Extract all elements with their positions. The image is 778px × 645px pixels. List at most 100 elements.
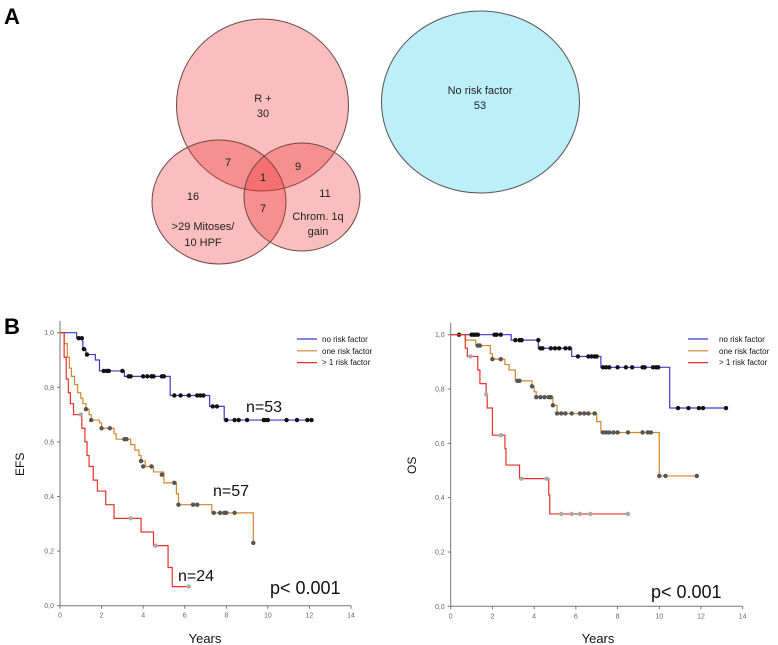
os-x-tick-label: 12 [697, 613, 705, 620]
efs-censor-mark [84, 352, 90, 357]
os-p-value: p< 0.001 [651, 582, 722, 602]
efs-censor-mark [236, 417, 241, 423]
os-censor-mark [694, 473, 700, 479]
efs-x-tick-label: 8 [224, 613, 228, 620]
os-censor-mark [534, 394, 539, 400]
efs-censor-mark [107, 426, 113, 431]
os-censor-mark [556, 346, 562, 351]
efs-censor-mark [178, 393, 183, 398]
os-censor-mark [529, 384, 535, 389]
os-x-tick-label: 8 [616, 613, 620, 620]
efs-x-label: Years [189, 631, 222, 645]
venn-chrom-count: 11 [319, 188, 330, 200]
panel-label-a: A [4, 4, 20, 29]
efs-n-label-multi-risk: n=24 [178, 568, 214, 585]
venn-mitoses-label-1: >29 Mitoses/ [172, 221, 236, 233]
os-censor-mark [577, 511, 583, 517]
os-censor-mark [581, 411, 587, 416]
os-censor-mark [513, 337, 518, 343]
efs-censor-mark [198, 393, 203, 398]
efs-censor-mark [211, 510, 217, 516]
venn-chrom-label-2: gain [308, 226, 329, 238]
os-censor-mark [550, 403, 556, 408]
os-plot: 0 2 4 6 8 10 12 14 0,0 0,2 0,4 0,6 0,8 1,0 OS Years p… [405, 322, 770, 645]
os-y-tick-label: 1,0 [435, 332, 445, 339]
os-censor-mark [615, 365, 620, 370]
efs-x-tick-label: 6 [183, 613, 187, 620]
os-censor-mark [656, 365, 661, 370]
os-x-tick-label: 0 [449, 613, 453, 620]
efs-censor-mark [217, 510, 223, 516]
os-censor-mark [540, 346, 545, 351]
os-censor-mark [607, 365, 612, 370]
efs-censor-mark [224, 417, 229, 423]
efs-legend: no risk factor one risk factor > 1 risk … [322, 335, 373, 367]
os-censor-mark [559, 511, 564, 517]
os-censor-mark [650, 365, 656, 370]
os-censor-mark [603, 365, 609, 370]
os-censor-mark [623, 365, 629, 370]
efs-censor-mark [138, 458, 144, 464]
os-censor-mark [567, 346, 572, 351]
os-censor-mark [607, 430, 612, 435]
os-censor-mark [625, 430, 631, 435]
efs-legend-multi-risk: > 1 risk factor [322, 358, 371, 367]
venn-r-mitoses-count: 7 [225, 157, 231, 169]
efs-x-tick-label: 10 [264, 613, 272, 620]
efs-x-tick-label: 14 [347, 613, 355, 620]
venn-circle-mitoses [151, 139, 287, 265]
os-censor-mark [663, 473, 668, 479]
efs-y-tick-label: 0,4 [44, 494, 54, 501]
efs-n-label-one-risk: n=57 [213, 483, 249, 500]
os-censor-mark [559, 411, 564, 416]
efs-y-tick-label: 0,6 [44, 439, 54, 446]
os-x-tick-label: 14 [739, 613, 747, 620]
venn-mitoses-count: 16 [187, 191, 199, 203]
os-censor-mark [498, 356, 503, 362]
efs-n-label-no-risk: n=53 [246, 399, 282, 416]
efs-p-value: p< 0.001 [270, 578, 341, 598]
os-censor-mark [675, 405, 681, 411]
efs-plot: 0 2 4 6 8 10 12 140,00,20,40,60,81,0 EFS Years … [13, 320, 373, 645]
efs-legend-one-risk: one risk factor [322, 347, 373, 356]
os-censor-mark [700, 405, 706, 411]
efs-censor-mark [106, 368, 112, 374]
efs-censor-mark [124, 436, 129, 442]
os-censor-mark [498, 432, 503, 438]
efs-censor-mark [294, 417, 300, 423]
efs-censor-mark [172, 480, 177, 486]
venn-circle-no-risk [381, 10, 580, 194]
efs-censor-mark [194, 393, 200, 398]
os-legend-one-risk: one risk factor [719, 347, 770, 356]
os-censor-mark [563, 411, 568, 416]
os-censor-mark [477, 343, 483, 348]
efs-censor-mark [265, 417, 271, 423]
os-censor-mark [569, 511, 574, 517]
efs-y-tick-label: 0,0 [44, 603, 54, 610]
os-censor-mark [586, 411, 591, 416]
efs-x-tick-label: 4 [141, 613, 145, 620]
efs-censor-mark [172, 393, 177, 398]
os-x-label: Years [582, 631, 615, 645]
os-legend-multi-risk: > 1 risk factor [719, 358, 768, 367]
os-censor-mark [657, 473, 662, 479]
efs-censor-mark [244, 417, 250, 423]
efs-censor-mark [210, 404, 215, 409]
efs-censor-mark [161, 374, 167, 379]
os-censor-mark [629, 365, 635, 370]
venn-no-risk-count: 53 [474, 100, 486, 112]
efs-y-tick-label: 0,8 [44, 385, 54, 392]
efs-censor-mark [101, 368, 106, 374]
os-censor-mark [542, 394, 547, 400]
os-y-tick-label: 0,4 [435, 495, 445, 502]
efs-censor-mark [99, 426, 104, 431]
efs-censor-mark [224, 510, 229, 516]
os-censor-mark [536, 337, 541, 343]
venn-chrom-label-1: Chrom. 1q [292, 211, 343, 223]
efs-censor-mark [214, 404, 220, 409]
efs-censor-mark [140, 464, 146, 469]
os-legend-no-risk: no risk factor [719, 335, 765, 344]
os-legend: no risk factor one risk factor > 1 risk … [719, 335, 770, 367]
os-censor-mark [538, 394, 543, 400]
os-censor-mark [589, 354, 594, 359]
